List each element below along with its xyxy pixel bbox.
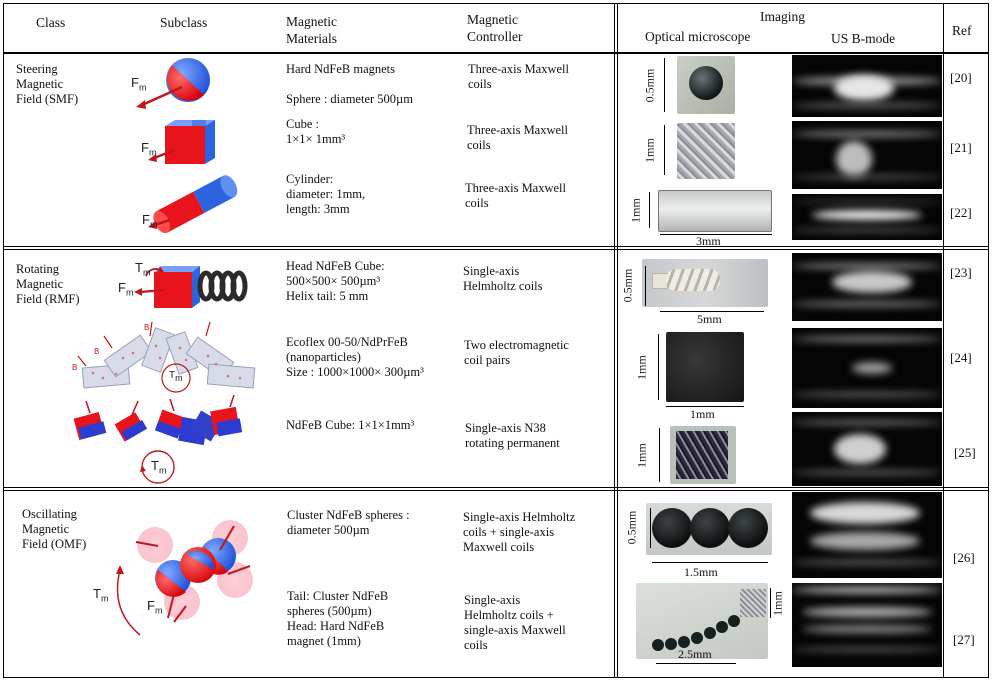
scale-bar-v-soft — [658, 334, 659, 400]
fm-label-cluster: Fm — [147, 598, 163, 616]
materials-sphere: Hard NdFeB magnets Sphere : diameter 500… — [286, 62, 413, 106]
optical-image-tail-head — [636, 583, 768, 659]
materials-cylinder: Cylinder: diameter: 1mm, length: 3mm — [286, 172, 366, 216]
us-image-20 — [792, 55, 942, 117]
controller-tail-head: Single-axis Helmholtz coils + single-axi… — [464, 593, 566, 652]
cluster-spheres-illustration — [116, 520, 253, 636]
header-us: US B-mode — [831, 31, 896, 46]
svg-text:B: B — [144, 323, 149, 332]
ref-21: [21] — [950, 140, 972, 155]
cylinder-magnet-illustration — [148, 175, 238, 234]
us-image-26 — [792, 492, 942, 578]
soft-robot-sequence-illustration: B B B — [72, 321, 256, 393]
scale-bar-v-cube — [664, 125, 665, 175]
scale-h-helix: 5mm — [697, 312, 722, 326]
scale-v-helix: 0.5mm — [620, 268, 635, 303]
us-image-27 — [792, 583, 942, 667]
us-image-21 — [792, 121, 942, 189]
header-materials: Magnetic Materials — [286, 14, 337, 46]
scale-bar-v-cluster — [650, 508, 651, 548]
svg-text:B: B — [72, 363, 77, 372]
ref-20: [20] — [950, 70, 972, 85]
controller-cluster: Single-axis Helmholtz coils + single-axi… — [463, 510, 576, 554]
ref-23: [23] — [950, 265, 972, 280]
header-ref: Ref — [952, 23, 972, 38]
scale-h-soft: 1mm — [690, 407, 715, 421]
ref-27: [27] — [953, 632, 975, 647]
header-subclass: Subclass — [160, 15, 208, 30]
materials-helix: Head NdFeB Cube: 500×500× 500µm³ Helix t… — [286, 259, 385, 303]
scale-bar-h-cylinder — [660, 234, 772, 235]
header-controller: Magnetic Controller — [467, 12, 523, 44]
scale-v-soft: 1mm — [634, 355, 649, 380]
scale-bar-v-ndfeb-cube — [659, 428, 660, 482]
ref-26: [26] — [953, 550, 975, 565]
header-class: Class — [36, 15, 66, 30]
optical-image-cube — [677, 123, 735, 179]
header-imaging: Imaging — [760, 9, 805, 24]
helix-robot-illustration — [134, 266, 248, 308]
tm-label-cluster: Tm — [93, 586, 109, 604]
cube-magnet-illustration — [148, 120, 215, 164]
optical-image-cylinder — [658, 190, 772, 232]
us-image-23 — [792, 253, 942, 321]
fm-label-sphere: Fm — [131, 75, 147, 93]
controller-cylinder: Three-axis Maxwell coils — [465, 181, 567, 210]
scale-bar-v-sphere — [664, 58, 665, 112]
rolling-cubes-illustration — [73, 395, 243, 484]
ref-24: [24] — [950, 350, 972, 365]
materials-ecoflex: Ecoflex 00-50/NdPrFeB (nanoparticles) Si… — [286, 335, 424, 379]
sphere-magnet-illustration — [136, 58, 210, 109]
class-rmf: Rotating Magnetic Field (RMF) — [16, 262, 80, 306]
scale-v-sphere: 0.5mm — [642, 68, 657, 103]
scale-h-tail-head: 2.5mm — [678, 647, 712, 661]
scale-bar-v-helix — [645, 266, 646, 306]
scale-bar-h-cluster — [652, 562, 768, 563]
fm-label-helix: Fm — [118, 280, 134, 298]
scale-h-cylinder: 3mm — [696, 234, 721, 248]
optical-image-soft-film — [666, 332, 744, 402]
controller-ecoflex: Two electromagnetic coil pairs — [464, 338, 569, 367]
scale-v-cube: 1mm — [642, 138, 657, 163]
us-image-22 — [792, 194, 942, 240]
fm-label-cylinder: Fm — [142, 212, 158, 230]
scale-bar-v-cylinder — [649, 192, 650, 228]
scale-bar-h-tail-head — [656, 663, 736, 664]
us-image-25 — [792, 412, 942, 486]
tm-label-helix: Tm — [135, 260, 151, 278]
tm-label-soft: Tm — [169, 370, 183, 383]
ref-25: [25] — [954, 445, 976, 460]
scale-bar-h-helix — [660, 311, 764, 312]
materials-tail-head: Tail: Cluster NdFeB spheres (500µm) Head… — [287, 589, 389, 648]
scale-h-cluster: 1.5mm — [684, 565, 718, 579]
scale-v-tail-head: 1mm — [770, 591, 785, 616]
optical-image-helix — [642, 259, 768, 307]
fm-label-cube: Fm — [141, 140, 157, 158]
scale-bar-h-soft — [666, 406, 744, 407]
class-smf: Steering Magnetic Field (SMF) — [16, 62, 79, 106]
materials-ndfeb-cube: NdFeB Cube: 1×1×1mm³ — [286, 418, 415, 432]
materials-cluster: Cluster NdFeB spheres : diameter 500µm — [287, 508, 410, 537]
scale-v-cluster: 0.5mm — [624, 510, 639, 545]
class-omf: Oscillating Magnetic Field (OMF) — [22, 507, 87, 551]
ref-22: [22] — [950, 205, 972, 220]
controller-sphere: Three-axis Maxwell coils — [468, 62, 570, 91]
scale-v-cylinder: 1mm — [628, 198, 643, 223]
optical-image-ndfeb-cube — [670, 426, 736, 484]
svg-text:B: B — [94, 347, 99, 356]
controller-ndfeb-cube: Single-axis N38 rotating permanent — [465, 421, 560, 450]
tm-label-rolling: Tm — [151, 458, 167, 476]
us-image-24 — [792, 328, 942, 408]
header-optical: Optical microscope — [645, 29, 751, 44]
optical-image-sphere — [677, 56, 735, 114]
scale-v-ndfeb-cube: 1mm — [634, 443, 649, 468]
scale-bar-v-tail-head — [770, 588, 771, 618]
controller-helix: Single-axis Helmholtz coils — [463, 264, 543, 293]
optical-image-cluster — [646, 503, 772, 555]
materials-cube: Cube : 1×1× 1mm³ — [286, 117, 346, 146]
controller-cube: Three-axis Maxwell coils — [467, 123, 569, 152]
